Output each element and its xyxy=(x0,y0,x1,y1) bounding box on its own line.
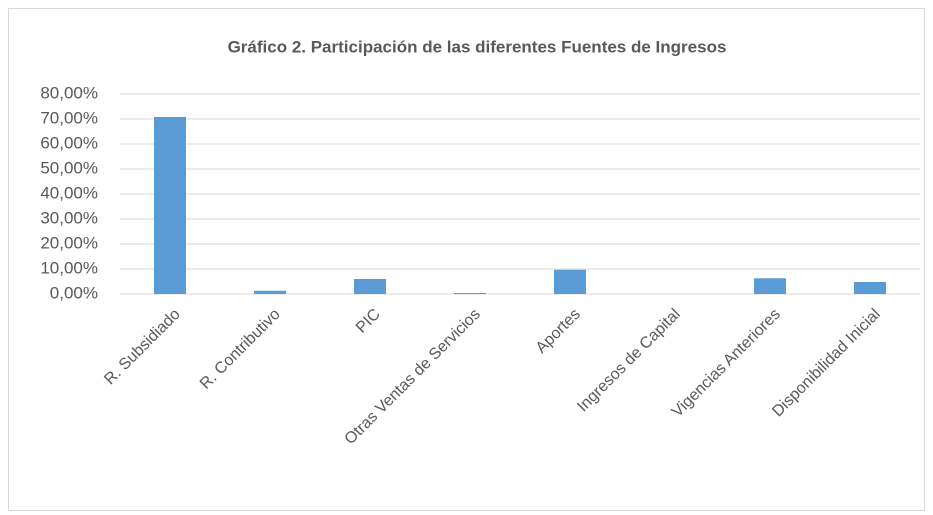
y-tick-label: 80,00% xyxy=(40,83,98,102)
bar xyxy=(254,290,286,294)
bar xyxy=(454,293,486,294)
y-tick-label: 60,00% xyxy=(40,133,98,152)
bar xyxy=(754,278,786,294)
y-tick-label: 30,00% xyxy=(40,208,98,227)
y-tick-label: 40,00% xyxy=(40,183,98,202)
y-tick-label: 0,00% xyxy=(50,283,98,302)
chart-title: Gráfico 2. Participación de las diferent… xyxy=(228,37,727,56)
bar xyxy=(354,279,386,294)
y-tick-label: 50,00% xyxy=(40,158,98,177)
y-tick-label: 70,00% xyxy=(40,108,98,127)
bar xyxy=(854,282,886,294)
bar xyxy=(554,269,586,294)
y-tick-label: 20,00% xyxy=(40,233,98,252)
bar xyxy=(154,117,186,294)
chart-frame xyxy=(8,8,925,511)
y-tick-label: 10,00% xyxy=(40,258,98,277)
